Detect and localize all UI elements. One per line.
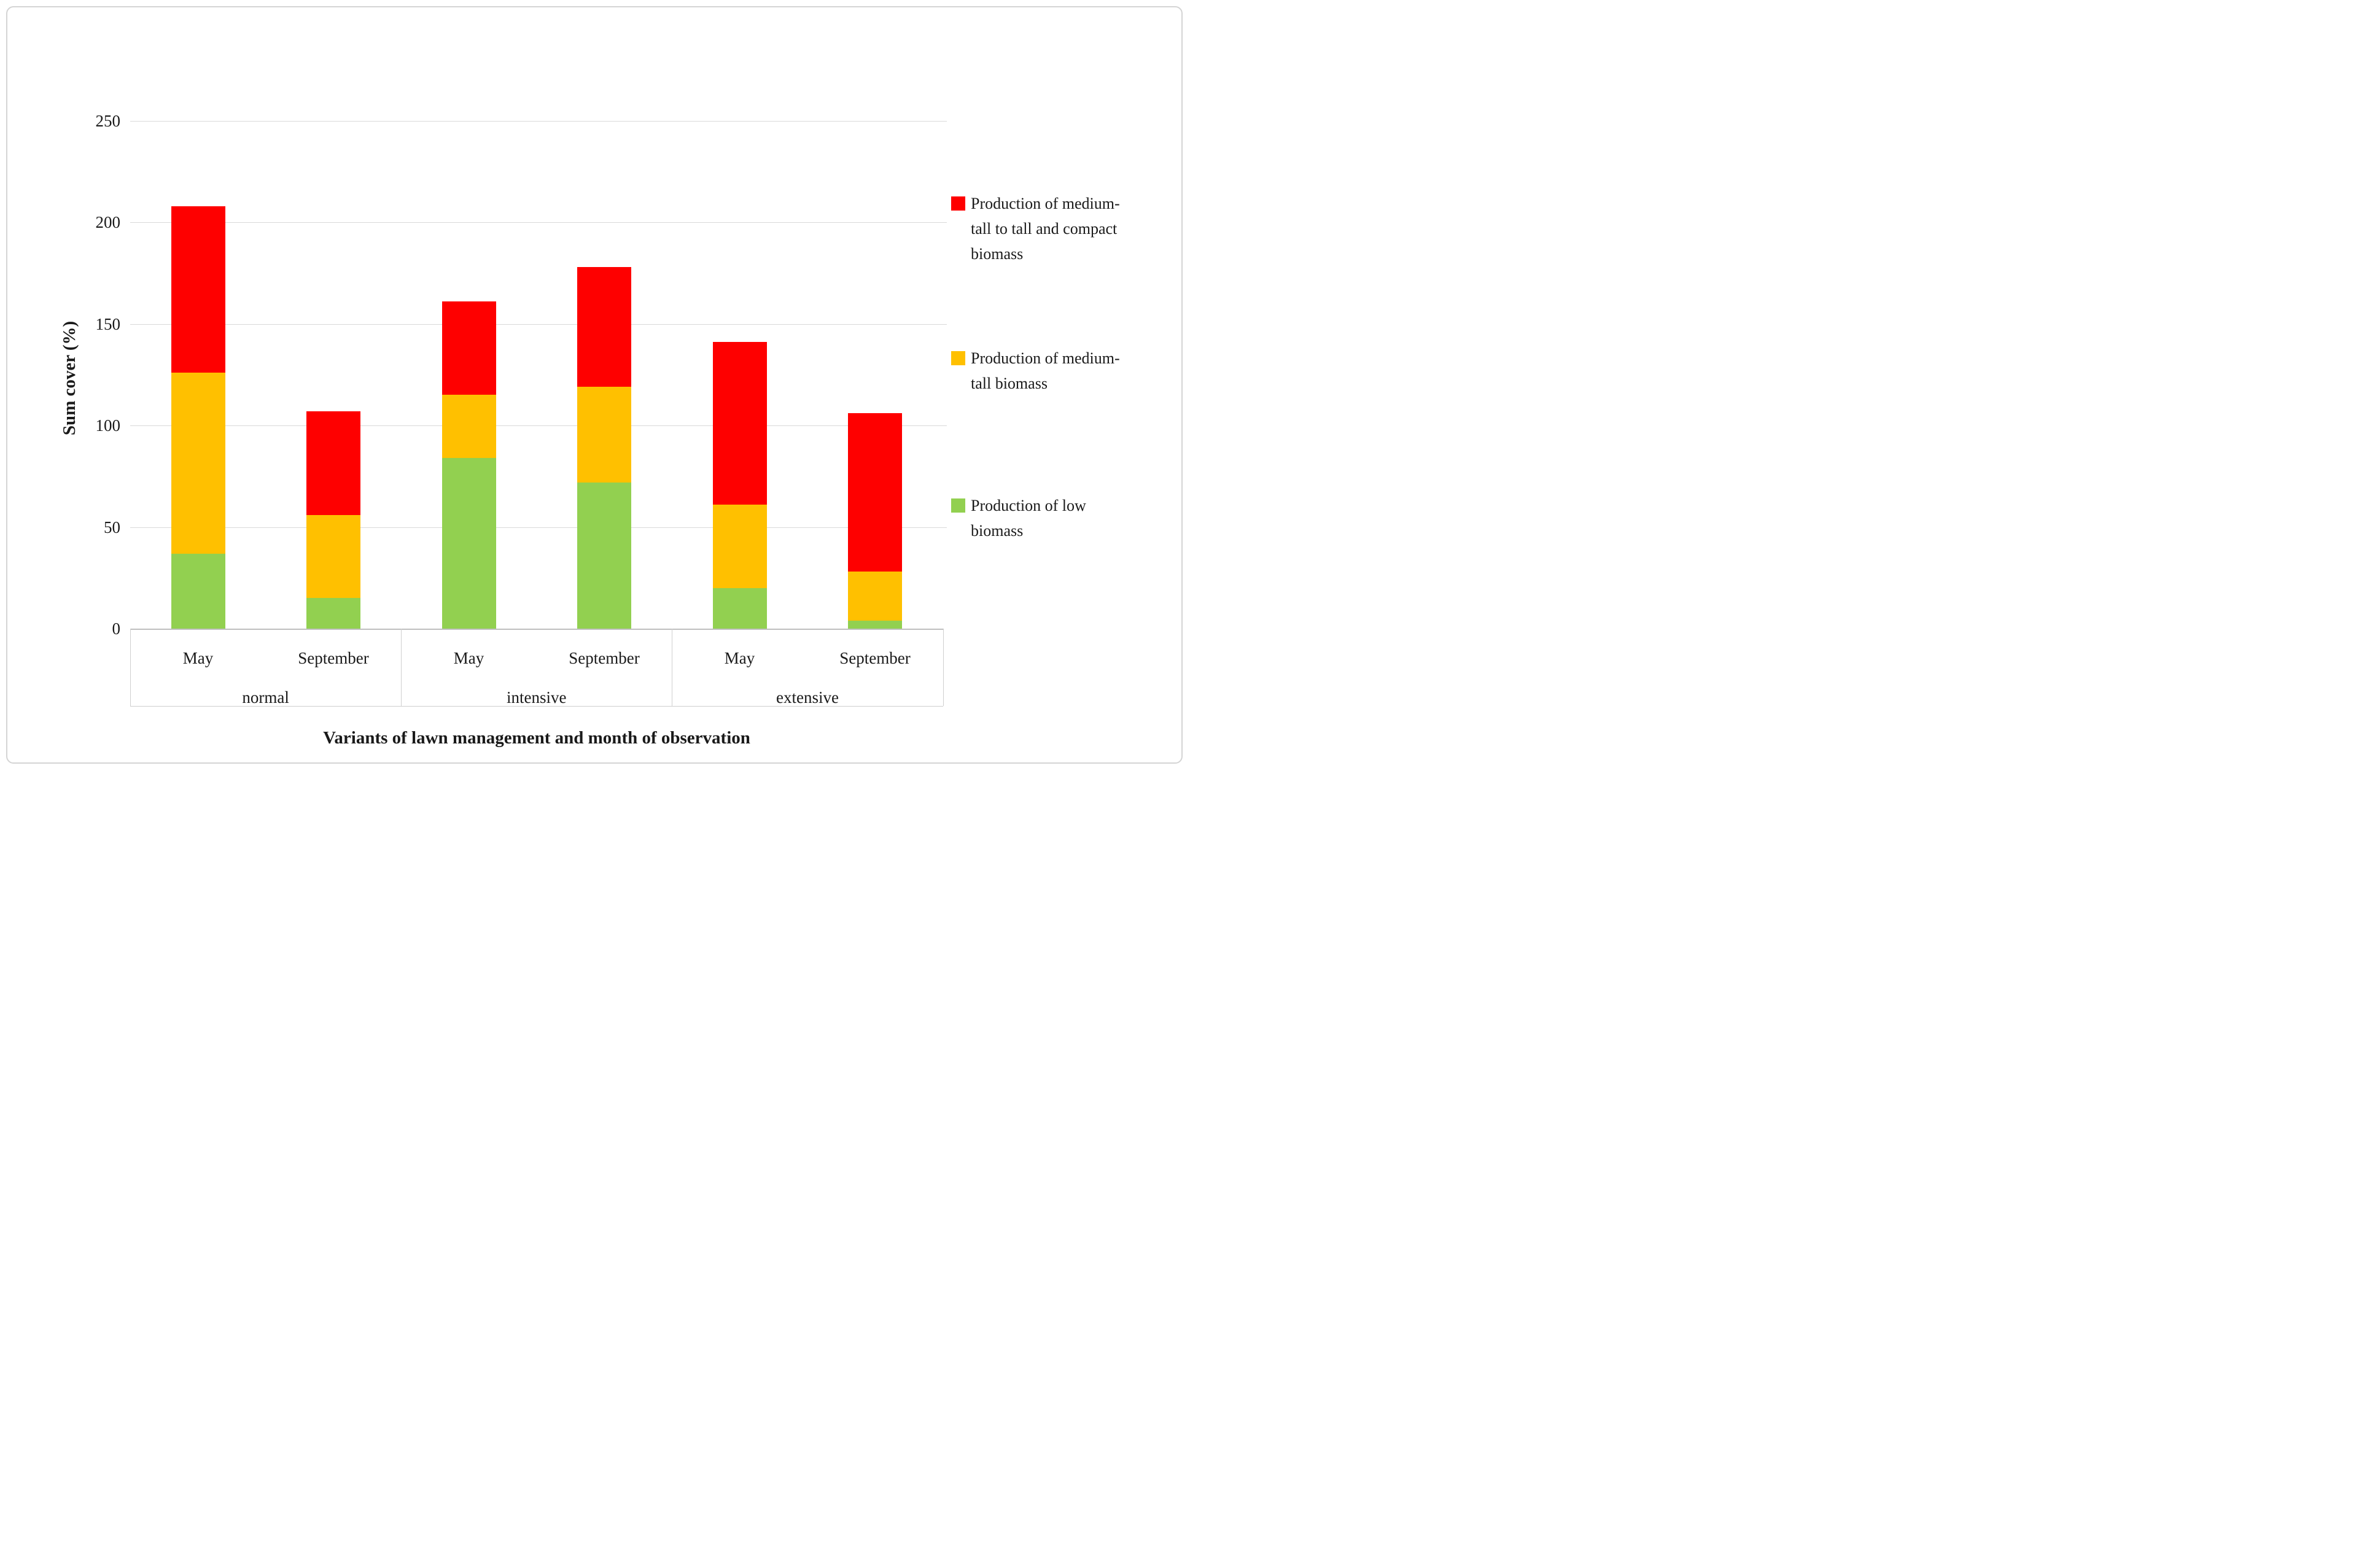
month-label-intensive-May: May	[453, 649, 484, 667]
legend-swatch-yellow-series	[951, 351, 965, 365]
y-tick-label-0: 0	[112, 619, 121, 638]
month-label-extensive-September: September	[839, 649, 911, 667]
group-label-normal: normal	[242, 688, 289, 707]
bar-segment-intensive-May-s2	[441, 301, 496, 395]
bar-segment-extensive-September-s0	[848, 620, 902, 629]
gridline-200	[130, 222, 947, 223]
x-axis-title: Variants of lawn management and month of…	[323, 728, 750, 748]
bar-segment-normal-September-s0	[306, 598, 360, 629]
bar-segment-extensive-May-s0	[712, 587, 767, 629]
month-label-intensive-September: September	[569, 649, 640, 667]
bar-segment-intensive-September-s0	[577, 482, 631, 629]
legend-label-red-series: Production of medium-tall to tall and co…	[971, 191, 1186, 266]
y-tick-label-150: 150	[95, 314, 121, 333]
month-label-normal-September: September	[298, 649, 369, 667]
group-label-intensive: intensive	[507, 688, 567, 707]
category-separator-0	[130, 629, 131, 706]
gridline-250	[130, 120, 947, 122]
legend-label-line: Production of low	[971, 497, 1086, 514]
bar-segment-normal-May-s2	[171, 206, 225, 373]
stacked-bar-chart-figure: 0 50 100 150 200 250 May September normal May Sept…	[0, 0, 1190, 774]
gridline-100	[130, 425, 947, 426]
bar-segment-intensive-May-s1	[441, 395, 496, 458]
category-separator-1	[401, 629, 402, 706]
bar-segment-extensive-September-s1	[848, 572, 902, 621]
legend-label-yellow-series: Production of medium-tall biomass	[971, 346, 1186, 396]
legend-label-line: tall to tall and compact	[971, 220, 1118, 238]
bar-segment-extensive-September-s2	[848, 413, 902, 572]
category-separator-3	[943, 629, 944, 706]
y-tick-label-250: 250	[95, 111, 121, 130]
legend-label-line: Production of medium-	[971, 195, 1120, 212]
bar-segment-intensive-September-s1	[577, 387, 631, 483]
bar-segment-intensive-September-s2	[577, 266, 631, 387]
legend-swatch-red-series	[951, 196, 965, 211]
legend-label-line: Production of medium-	[971, 349, 1120, 367]
gridline-50	[130, 527, 947, 528]
x-axis-line	[130, 629, 943, 630]
bar-segment-extensive-May-s2	[712, 342, 767, 505]
month-label-extensive-May: May	[724, 649, 755, 667]
bar-segment-intensive-May-s0	[441, 457, 496, 629]
month-label-normal-May: May	[182, 649, 214, 667]
legend-label-green-series: Production of low biomass	[971, 493, 1186, 543]
legend-label-line: biomass	[971, 245, 1024, 263]
gridline-150	[130, 324, 947, 325]
bar-segment-normal-May-s1	[171, 372, 225, 554]
bar-segment-normal-September-s1	[306, 514, 360, 599]
group-label-extensive: extensive	[776, 688, 839, 707]
y-tick-label-100: 100	[95, 416, 121, 435]
legend-label-line: tall biomass	[971, 374, 1048, 392]
legend-swatch-green-series	[951, 498, 965, 513]
y-axis-title: Sum cover (%)	[60, 320, 79, 436]
legend-label-line: biomass	[971, 522, 1024, 540]
bar-segment-extensive-May-s1	[712, 505, 767, 588]
bar-segment-normal-September-s2	[306, 411, 360, 515]
y-tick-label-200: 200	[95, 213, 121, 231]
bar-segment-normal-May-s0	[171, 553, 225, 629]
category-table-bottom-line	[130, 706, 943, 707]
y-tick-label-50: 50	[104, 518, 120, 537]
